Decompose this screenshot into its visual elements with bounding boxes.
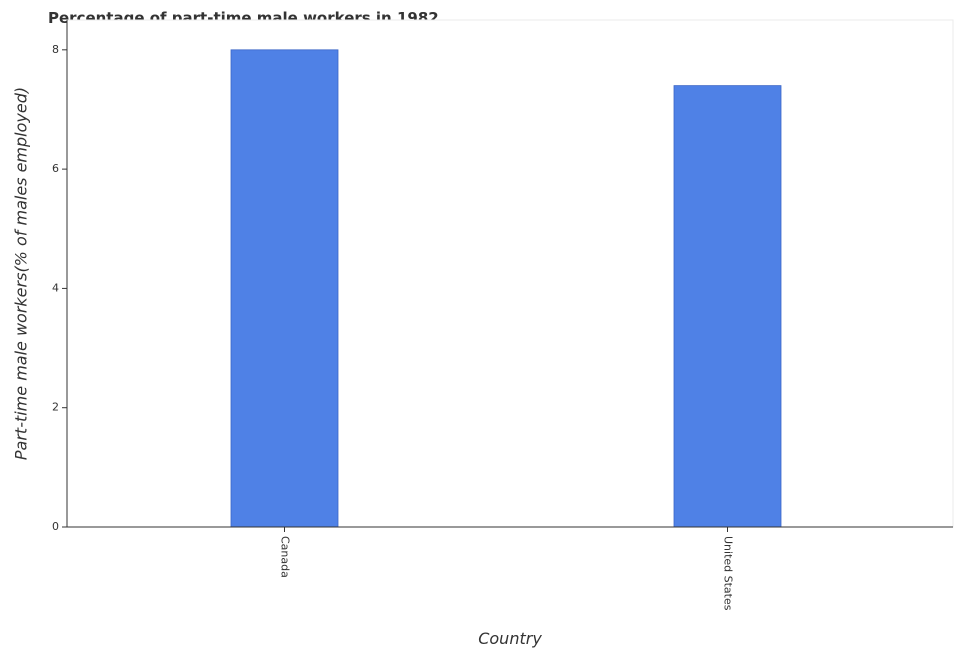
y-axis-title: Part-time male workers(% of males employ…	[12, 87, 31, 460]
x-tick-label: Canada	[279, 536, 292, 578]
bars	[230, 49, 782, 528]
x-tick-label: United States	[722, 536, 735, 611]
y-tick-label: 2	[52, 401, 59, 414]
y-tick-label: 6	[52, 162, 59, 175]
y-axis: 0 2 4 6 8	[52, 20, 68, 533]
y-tick-label: 0	[52, 520, 59, 533]
y-tick-label: 8	[52, 43, 59, 56]
y-tick-label: 4	[52, 281, 59, 294]
bar-canada	[230, 49, 339, 528]
x-axis-title: Country	[478, 629, 542, 648]
x-axis: Canada United States	[67, 526, 953, 611]
plot-area	[66, 19, 954, 528]
bar-united-states	[673, 85, 782, 528]
plot-frame	[66, 19, 954, 528]
